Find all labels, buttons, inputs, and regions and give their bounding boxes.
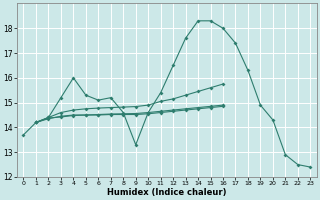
X-axis label: Humidex (Indice chaleur): Humidex (Indice chaleur) [107, 188, 227, 197]
